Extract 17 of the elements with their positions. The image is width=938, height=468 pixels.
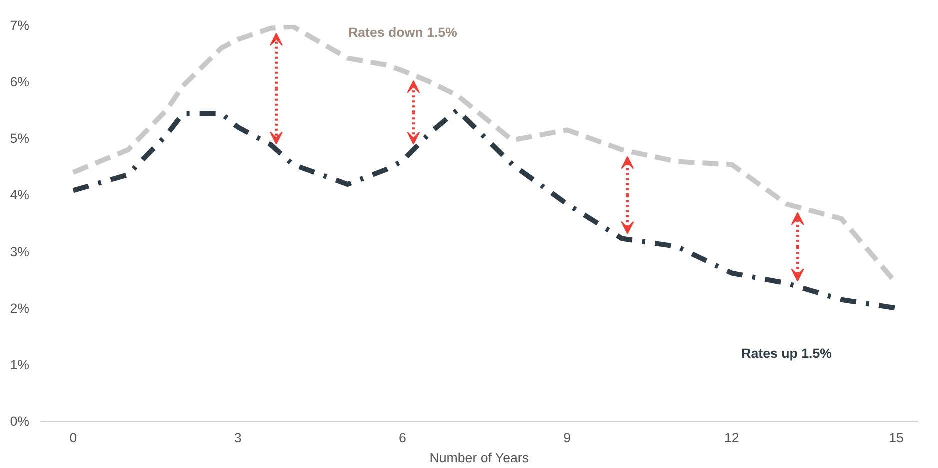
y-tick-label: 7% — [10, 18, 30, 33]
x-tick-label: 9 — [564, 430, 572, 446]
y-tick-label: 4% — [10, 188, 30, 203]
y-tick-label: 0% — [10, 414, 30, 429]
y-tick-label: 6% — [10, 74, 30, 90]
x-tick-label: 3 — [234, 430, 242, 446]
text: Rates up 1.5% — [742, 346, 832, 361]
y-tick-label: 1% — [10, 357, 30, 372]
y-tick-label: 5% — [10, 131, 30, 146]
series-label: Rates down 1.5% — [348, 25, 458, 40]
y-tick-label: 3% — [10, 244, 30, 260]
x-tick-label: 15 — [889, 430, 904, 446]
y-tick-label: 2% — [10, 300, 30, 316]
x-tick-label: 12 — [724, 430, 740, 446]
x-tick-label: 0 — [70, 430, 78, 446]
x-tick-label: 6 — [398, 430, 406, 446]
x-axis-title: Number of Years — [430, 450, 530, 466]
